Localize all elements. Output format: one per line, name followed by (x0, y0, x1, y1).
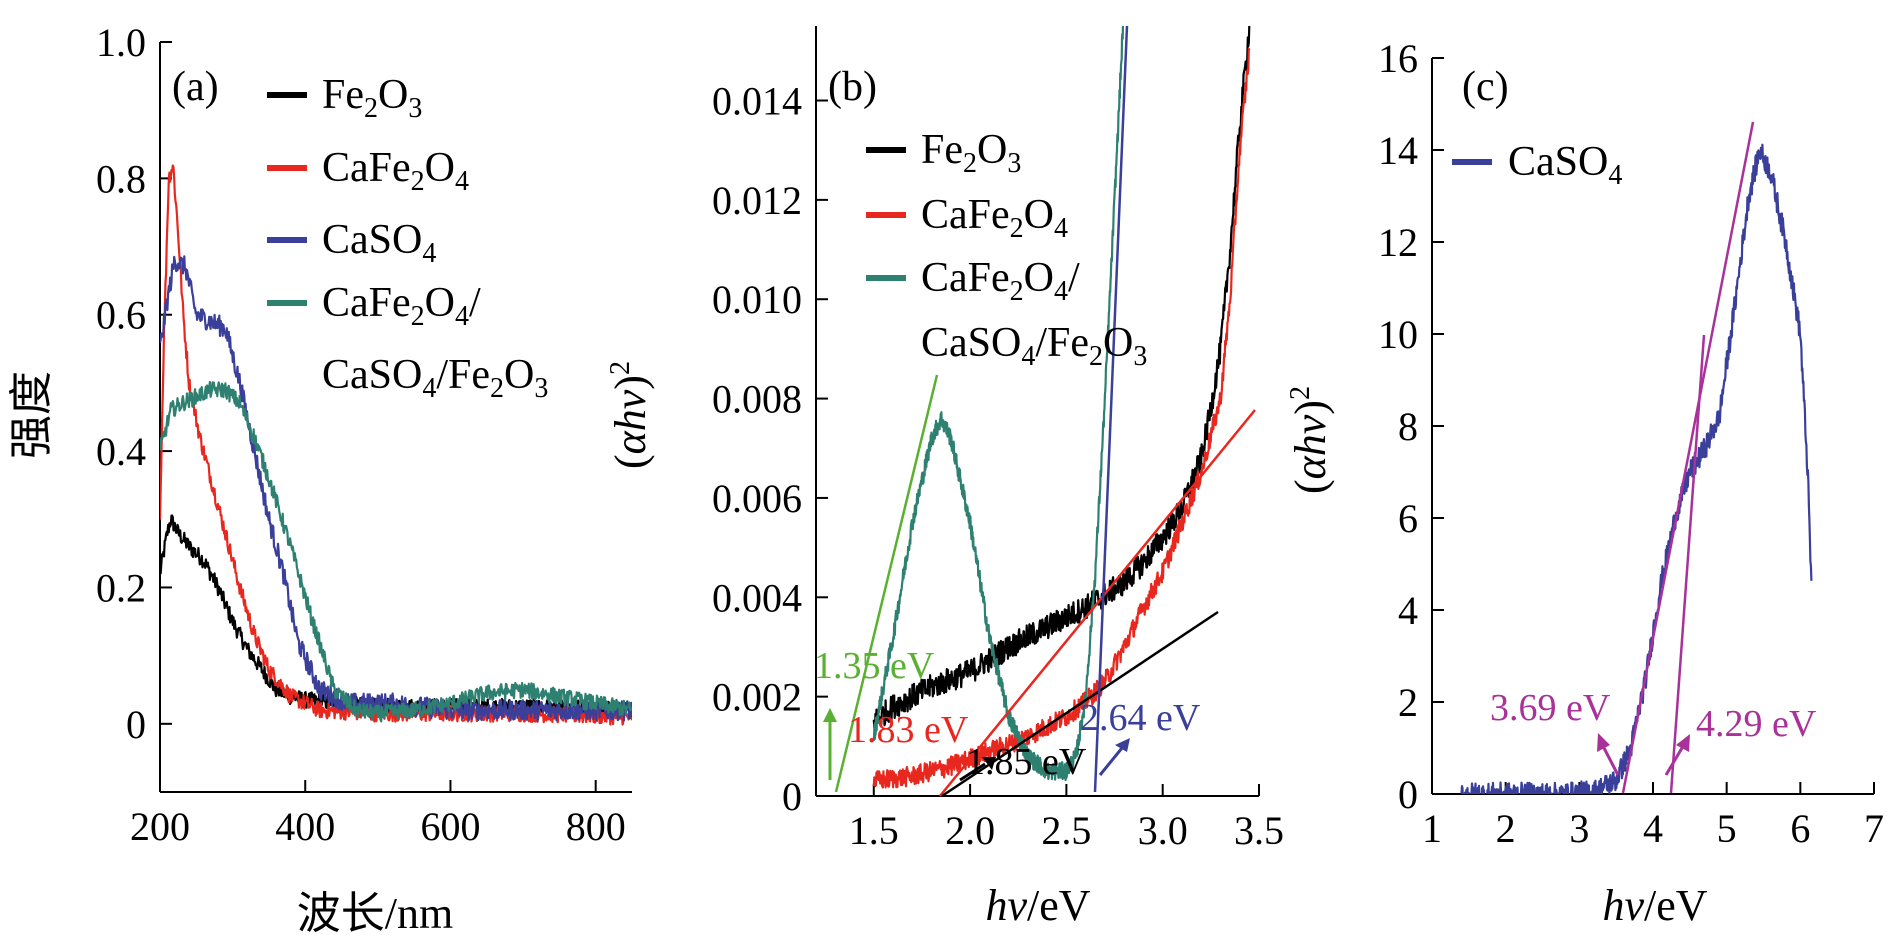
panel-c-axes (1431, 58, 1874, 795)
legend-label-cafe2o4: CaFe2O4 (322, 145, 469, 197)
panel-c-tangent-lines (1597, 121, 1755, 794)
y-tick-label: 0.2 (96, 565, 146, 610)
series-line-cafe2o4-caso4-fe2o3 (160, 380, 632, 723)
x-tick-label: 400 (275, 804, 335, 849)
annotation-2.64ev: 2.64 eV (1080, 697, 1201, 739)
y-tick-label: 0.014 (712, 79, 802, 124)
panel-b-tangent-lines (823, 25, 1256, 798)
panel-c-legend: CaSO4 (1452, 139, 1622, 191)
annotation-3.69ev: 3.69 eV (1490, 687, 1611, 729)
panel-a-axes (159, 42, 632, 793)
y-tick-label: 0.010 (712, 277, 802, 322)
legend-label-caso4: CaSO4 (1508, 139, 1622, 191)
legend-label-composite-line1: CaFe2O4/ (322, 280, 481, 332)
y-tick-label: 0.012 (712, 178, 802, 223)
panel-b-ticks: 1.5 2.0 2.5 3.0 3.5 0 0.002 0.004 0.006 0.008 0.01… (712, 79, 1284, 853)
legend-label-caso4: CaSO4 (322, 217, 436, 269)
y-tick-label: 0 (782, 774, 802, 819)
tangent-line-4.29ev (1669, 334, 1706, 794)
panel-b-x-axis-label: hv/eV (985, 881, 1090, 930)
annotation-1.83ev: 1.83 eV (848, 709, 969, 751)
y-tick-label: 0.6 (96, 293, 146, 338)
y-tick-label: 0.006 (712, 476, 802, 521)
y-tick-label: 2 (1398, 680, 1418, 725)
y-tick-label: 6 (1398, 496, 1418, 541)
x-tick-label: 3 (1569, 806, 1589, 851)
panel-a-x-axis-label: 波长/nm (297, 889, 453, 938)
x-tick-label: 200 (130, 804, 190, 849)
panel-b-series (872, 26, 1251, 789)
tangent-line-composite-2.64ev (1093, 25, 1129, 793)
tangent-line-cafe2o4 (939, 409, 1256, 797)
series-line-fe2o3 (872, 26, 1251, 731)
arrow-3.69ev (1597, 733, 1620, 776)
y-tick-label: 0.4 (96, 429, 146, 474)
annotation-1.85ev: 1.85 eV (966, 741, 1087, 783)
x-tick-label: 2 (1496, 806, 1516, 851)
legend-label-composite-line2: CaSO4/Fe2O3 (322, 352, 548, 404)
legend-label-composite-line1: CaFe2O4/ (921, 255, 1080, 307)
panel-a-ticks: 200 400 600 800 0 0.2 0.4 0.6 0.8 1.0 (96, 20, 626, 849)
legend-label-composite-line2: CaSO4/Fe2O3 (921, 320, 1147, 372)
legend-label-fe2o3: Fe2O3 (921, 127, 1021, 179)
panel-c-y-axis-label: (αhv)2 (1285, 386, 1335, 494)
x-tick-label: 4 (1643, 806, 1663, 851)
x-tick-label: 3.5 (1234, 808, 1284, 853)
y-tick-label: 16 (1378, 36, 1418, 81)
panel-a: 200 400 600 800 0 0.2 0.4 0.6 0.8 1.0 (a) 波长/nm 强… (7, 20, 632, 938)
panel-a-y-axis-label: 强度 (7, 371, 56, 459)
panel-a-legend: Fe2O3 CaFe2O4 CaSO4 CaFe2O4/ CaSO4/Fe2O3 (267, 72, 548, 404)
panel-c-x-axis-label: hv/eV (1602, 881, 1707, 930)
panel-a-series (160, 164, 632, 726)
arrow-2.64ev (1098, 738, 1130, 776)
x-tick-label: 600 (420, 804, 480, 849)
x-tick-label: 2.0 (945, 808, 995, 853)
y-tick-label: 0.008 (712, 377, 802, 422)
y-tick-label: 8 (1398, 404, 1418, 449)
panel-b-tag: (b) (828, 64, 877, 110)
panel-b-axes (815, 26, 1259, 797)
y-tick-label: 0.002 (712, 675, 802, 720)
panel-c-tag: (c) (1462, 64, 1509, 110)
y-tick-label: 14 (1378, 128, 1418, 173)
panel-a-tag: (a) (172, 64, 219, 110)
arrow-1.35ev (823, 708, 837, 780)
x-tick-label: 1.5 (849, 808, 899, 853)
y-tick-label: 1.0 (96, 20, 146, 65)
series-line-cafe2o4 (872, 47, 1251, 789)
y-tick-label: 4 (1398, 588, 1418, 633)
tangent-line-fe2o3 (941, 610, 1219, 798)
y-tick-label: 0 (1398, 772, 1418, 817)
y-tick-label: 0.8 (96, 156, 146, 201)
x-tick-label: 3.0 (1138, 808, 1188, 853)
x-tick-label: 5 (1717, 806, 1737, 851)
legend-label-cafe2o4: CaFe2O4 (921, 192, 1068, 244)
arrow-4.29ev (1664, 734, 1690, 776)
y-tick-label: 12 (1378, 220, 1418, 265)
y-tick-label: 0.004 (712, 575, 802, 620)
y-tick-label: 10 (1378, 312, 1418, 357)
series-line-caso4 (160, 255, 632, 722)
panel-b-y-axis-label: (αhv)2 (605, 361, 655, 469)
y-tick-label: 0 (126, 702, 146, 747)
x-tick-label: 2.5 (1041, 808, 1091, 853)
panel-b: 1.5 2.0 2.5 3.0 3.5 0 0.002 0.004 0.006 0.008 0.01… (605, 25, 1284, 930)
annotation-4.29ev: 4.29 eV (1696, 703, 1817, 745)
x-tick-label: 800 (566, 804, 626, 849)
panel-b-legend: Fe2O3 CaFe2O4 CaFe2O4/ CaSO4/Fe2O3 (866, 127, 1147, 372)
annotation-1.35ev: 1.35 eV (814, 645, 935, 687)
x-tick-label: 1 (1422, 806, 1442, 851)
series-line-cafe2o4-caso4-fe2o3 (872, 26, 1125, 782)
arrow-1.85ev (959, 757, 996, 782)
x-tick-label: 6 (1790, 806, 1810, 851)
x-tick-label: 7 (1864, 806, 1884, 851)
legend-label-fe2o3: Fe2O3 (322, 72, 422, 124)
tangent-line-3.69ev (1621, 121, 1755, 794)
tangent-line-composite-1.35ev (834, 374, 939, 793)
